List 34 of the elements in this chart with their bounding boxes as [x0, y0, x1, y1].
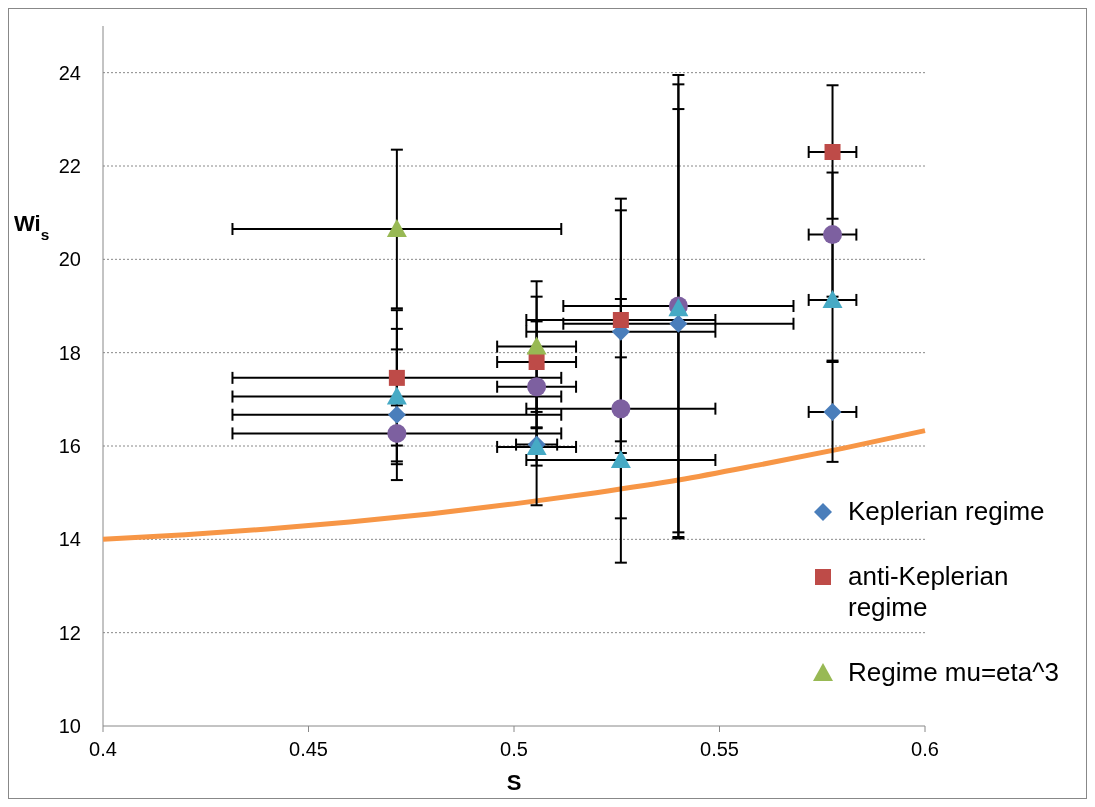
point	[387, 423, 407, 443]
y-tick-label: 18	[58, 341, 81, 364]
x-tick-label: 0.55	[700, 738, 739, 760]
y-tick-label: 24	[58, 61, 81, 84]
legend-label: Keplerian regime	[848, 496, 1045, 526]
point	[387, 405, 406, 424]
x-tick-label: 0.45	[289, 738, 328, 760]
x-tick-label: 0.4	[89, 738, 117, 760]
y-tick-label: 12	[58, 621, 81, 644]
y-axis-title: Wi$_{s}$	[14, 211, 50, 243]
x-axis-title: S	[506, 770, 522, 795]
point	[528, 354, 545, 370]
legend-label: Regime mu=eta^3	[848, 657, 1059, 687]
point	[823, 225, 843, 245]
x-tick-label: 0.6	[911, 738, 939, 760]
point	[386, 386, 407, 405]
point	[610, 450, 631, 468]
point	[388, 369, 405, 386]
point	[386, 219, 407, 237]
point	[822, 289, 843, 308]
point	[669, 314, 688, 333]
point	[611, 399, 631, 419]
y-tick-label: 22	[58, 155, 81, 177]
x-tick-label: 0.5	[500, 738, 528, 760]
point	[824, 144, 841, 160]
y-tick-label: 20	[58, 248, 81, 271]
point	[526, 336, 547, 355]
y-tick-label: 10	[58, 715, 81, 737]
y-tick-label: 16	[58, 435, 81, 457]
legend-label: anti-Keplerian regime	[848, 561, 1009, 622]
point	[823, 402, 842, 421]
point	[527, 377, 547, 397]
y-tick-label: 14	[58, 528, 81, 551]
point	[612, 312, 629, 328]
